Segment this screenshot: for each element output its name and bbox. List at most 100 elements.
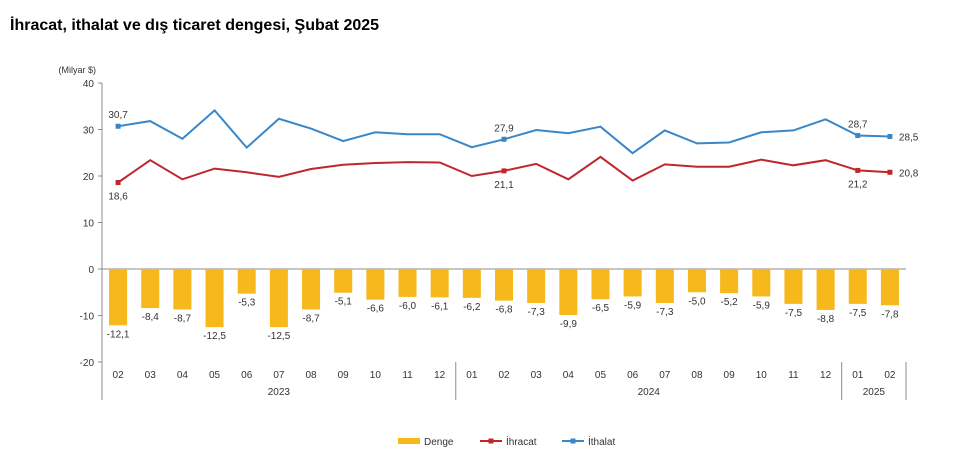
bar-denge <box>141 269 160 309</box>
line-data-label: 28,7 <box>848 120 868 131</box>
point-ihracat <box>855 167 861 173</box>
x-tick-label: 07 <box>659 370 671 381</box>
bar-denge <box>302 269 321 310</box>
point-ithalat <box>887 133 893 139</box>
point-ithalat <box>501 136 507 142</box>
bar-data-label: -6,8 <box>495 305 513 316</box>
y-tick-label: 40 <box>83 79 95 90</box>
x-tick-label: 12 <box>434 370 446 381</box>
bar-denge <box>848 269 867 304</box>
x-tick-label: 09 <box>338 370 350 381</box>
bar-data-label: -12,1 <box>107 329 130 340</box>
bar-denge <box>398 269 417 297</box>
bar-denge <box>880 269 899 306</box>
bar-denge <box>752 269 771 297</box>
x-tick-label: 05 <box>209 370 221 381</box>
y-tick-label: 10 <box>83 219 95 230</box>
bar-data-label: -7,8 <box>881 309 899 320</box>
bar-data-label: -8,7 <box>174 313 192 324</box>
bar-data-label: -6,1 <box>431 301 449 312</box>
bar-data-label: -7,5 <box>785 308 803 319</box>
bar-denge <box>559 269 578 316</box>
y-tick-label: 30 <box>83 126 95 137</box>
x-tick-label: 03 <box>531 370 543 381</box>
bar-denge <box>591 269 610 300</box>
x-tick-label: 10 <box>756 370 768 381</box>
bar-data-label: -5,0 <box>688 296 706 307</box>
x-tick-label: 02 <box>498 370 510 381</box>
bar-data-label: -12,5 <box>267 331 290 342</box>
x-tick-label: 02 <box>884 370 896 381</box>
x-tick-label: 04 <box>563 370 575 381</box>
bar-data-label: -6,2 <box>463 302 481 313</box>
y-tick-label: -20 <box>80 358 95 369</box>
legend-marker-ithalat <box>570 438 576 444</box>
x-tick-label: 08 <box>691 370 703 381</box>
bar-denge <box>527 269 546 303</box>
bar-denge <box>720 269 739 294</box>
bar-data-label: -6,0 <box>399 301 417 312</box>
bar-denge <box>430 269 449 298</box>
x-tick-label: 02 <box>113 370 125 381</box>
x-tick-label: 12 <box>820 370 832 381</box>
x-tick-label: 11 <box>788 370 799 381</box>
bar-denge <box>237 269 256 294</box>
legend-label-ithalat: İthalat <box>588 435 615 448</box>
bar-denge <box>623 269 642 297</box>
bar-data-label: -9,9 <box>560 319 578 330</box>
bar-data-label: -8,7 <box>302 313 320 324</box>
legend-swatch-denge <box>398 438 420 444</box>
point-ithalat <box>115 123 121 129</box>
bar-data-label: -7,3 <box>528 307 546 318</box>
y-tick-label: 0 <box>88 265 94 276</box>
x-tick-label: 04 <box>177 370 189 381</box>
bar-data-label: -5,3 <box>238 298 256 309</box>
line-data-label: 21,1 <box>494 180 514 191</box>
point-ithalat <box>855 133 861 139</box>
x-tick-label: 05 <box>595 370 607 381</box>
bar-data-label: -5,1 <box>335 297 353 308</box>
x-tick-label: 08 <box>305 370 317 381</box>
y-tick-label: 20 <box>83 172 95 183</box>
bar-denge <box>687 269 706 293</box>
bar-data-label: -7,3 <box>656 307 674 318</box>
year-label: 2025 <box>863 387 886 398</box>
legend-label-denge: Denge <box>424 437 454 448</box>
bar-data-label: -6,5 <box>592 303 610 314</box>
bar-denge <box>816 269 835 310</box>
bar-data-label: -6,6 <box>367 304 385 315</box>
line-data-label: 28,5 <box>899 132 919 143</box>
bar-data-label: -8,4 <box>142 312 160 323</box>
line-data-label: 21,2 <box>848 179 868 190</box>
point-ihracat <box>501 168 507 174</box>
x-tick-label: 09 <box>724 370 736 381</box>
point-ihracat <box>887 169 893 175</box>
bar-denge <box>655 269 674 303</box>
year-label: 2024 <box>638 387 661 398</box>
x-tick-label: 06 <box>627 370 639 381</box>
line-data-label: 20,8 <box>899 168 919 179</box>
bar-data-label: -5,2 <box>721 297 739 308</box>
y-tick-label: -10 <box>80 312 95 323</box>
bar-denge <box>269 269 288 328</box>
bar-denge <box>784 269 803 304</box>
y-axis-label: (Milyar $) <box>59 65 97 75</box>
bar-data-label: -5,9 <box>624 300 642 311</box>
x-tick-label: 01 <box>466 370 478 381</box>
line-data-label: 27,9 <box>494 123 514 134</box>
bar-data-label: -8,8 <box>817 314 835 325</box>
x-tick-label: 03 <box>145 370 157 381</box>
point-ihracat <box>115 180 121 186</box>
x-tick-label: 07 <box>273 370 285 381</box>
x-tick-label: 01 <box>852 370 864 381</box>
bar-denge <box>109 269 128 326</box>
x-tick-label: 11 <box>402 370 413 381</box>
bar-denge <box>334 269 353 293</box>
bar-denge <box>366 269 385 300</box>
bar-data-label: -7,5 <box>849 308 867 319</box>
chart-title: İhracat, ithalat ve dış ticaret dengesi,… <box>10 17 380 34</box>
year-label: 2023 <box>268 387 291 398</box>
line-data-label: 30,7 <box>108 110 128 121</box>
x-tick-label: 10 <box>370 370 382 381</box>
